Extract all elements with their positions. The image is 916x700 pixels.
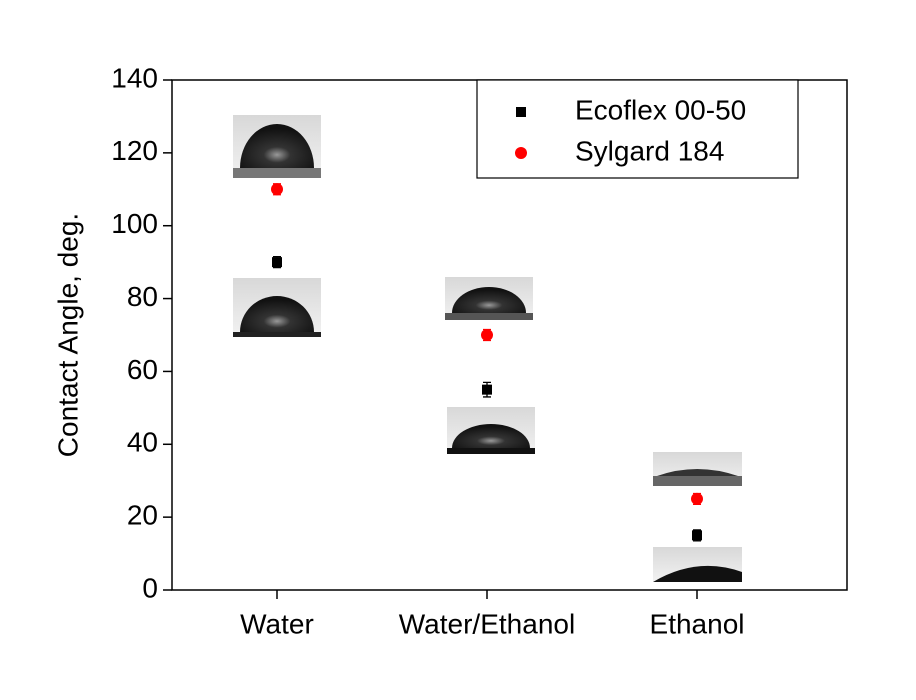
legend-label: Sylgard 184 bbox=[575, 135, 724, 166]
droplet-photo bbox=[233, 278, 321, 337]
droplet-photo bbox=[653, 452, 742, 486]
y-tick-label: 140 bbox=[111, 62, 158, 93]
y-tick-label: 60 bbox=[127, 354, 158, 385]
marker bbox=[272, 257, 282, 267]
legend-label: Ecoflex 00-50 bbox=[575, 94, 746, 125]
droplet-photo bbox=[653, 547, 742, 582]
x-tick-label: Water bbox=[240, 608, 314, 639]
chart: Contact Angle, deg. 0 20 40 60 80 100 120 140 Wa… bbox=[0, 0, 916, 700]
marker bbox=[271, 183, 283, 195]
y-tick-label: 100 bbox=[111, 208, 158, 239]
droplet-photo bbox=[233, 115, 321, 178]
x-tick-label: Water/Ethanol bbox=[399, 608, 575, 639]
marker bbox=[515, 147, 527, 159]
marker bbox=[692, 530, 702, 540]
x-tick-label: Ethanol bbox=[650, 608, 745, 639]
y-tick-label: 20 bbox=[127, 500, 158, 531]
y-tick-label: 80 bbox=[127, 281, 158, 312]
marker bbox=[481, 329, 493, 341]
marker bbox=[482, 385, 492, 395]
marker bbox=[691, 493, 703, 505]
y-tick-label: 0 bbox=[142, 572, 158, 603]
droplet-photo bbox=[447, 407, 535, 454]
droplet-photo bbox=[445, 277, 533, 320]
y-axis-label: Contact Angle, deg. bbox=[52, 213, 83, 457]
marker bbox=[516, 107, 526, 117]
y-tick-label: 120 bbox=[111, 135, 158, 166]
y-tick-label: 40 bbox=[127, 427, 158, 458]
